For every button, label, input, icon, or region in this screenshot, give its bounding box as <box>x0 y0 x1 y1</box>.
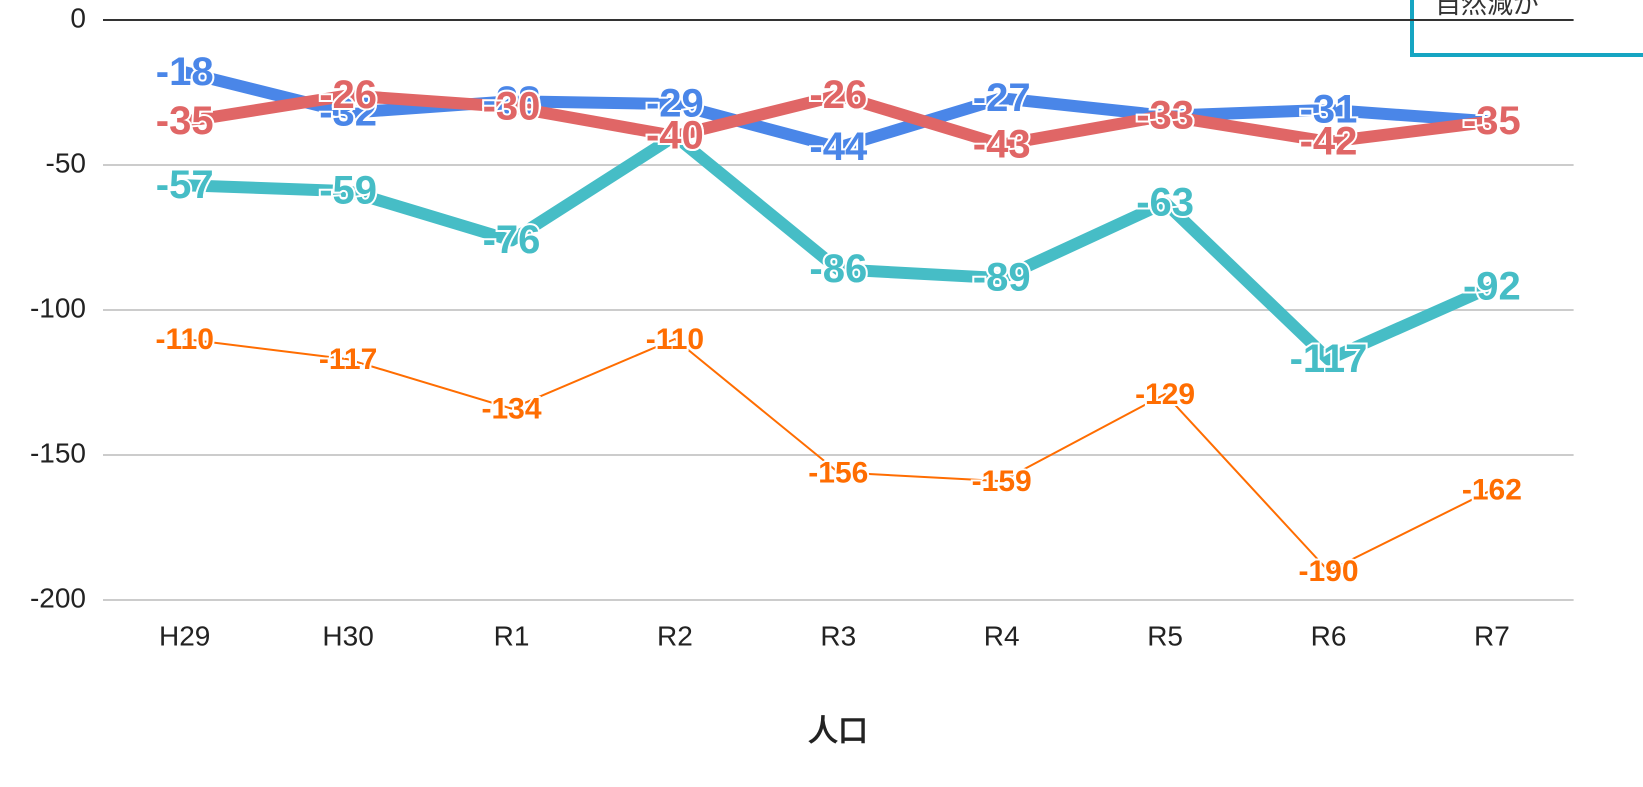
y-tick-label: 0 <box>70 2 86 33</box>
data-label: -40 <box>646 114 704 158</box>
data-label: -110 <box>156 323 214 356</box>
y-tick-label: -100 <box>30 292 86 323</box>
data-label: -110 <box>646 323 704 356</box>
data-label: -26 <box>319 73 377 117</box>
series-line <box>184 130 1495 366</box>
data-label: -162 <box>1462 474 1522 507</box>
x-tick-label: R3 <box>820 620 856 651</box>
data-label: -33 <box>1136 93 1194 137</box>
data-label: -59 <box>319 169 377 213</box>
data-label: -117 <box>1290 337 1368 381</box>
y-tick-label: -150 <box>30 437 86 468</box>
series-line <box>184 338 1493 572</box>
y-tick-label: -50 <box>46 147 86 178</box>
x-tick-label: H29 <box>159 620 210 651</box>
annotation-box <box>1410 0 1643 57</box>
data-label: -26 <box>809 73 867 117</box>
data-label: -134 <box>481 393 541 426</box>
data-label: -42 <box>1300 119 1358 163</box>
data-label: -57 <box>156 163 214 207</box>
data-label: -27 <box>973 76 1031 120</box>
data-label: -156 <box>808 456 868 489</box>
data-label: -117 <box>319 343 377 376</box>
data-label: -92 <box>1463 264 1521 308</box>
x-tick-label: R2 <box>657 620 693 651</box>
data-label: -190 <box>1298 555 1358 588</box>
x-tick-label: R7 <box>1474 620 1510 651</box>
series-line <box>183 89 1493 151</box>
data-label: -35 <box>1463 99 1521 143</box>
y-tick-label: -200 <box>30 582 86 613</box>
x-tick-label: R1 <box>494 620 530 651</box>
data-label: -35 <box>1463 99 1521 143</box>
data-label: -29 <box>646 82 704 126</box>
annotation: 自然減が <box>1435 0 1539 19</box>
data-label: -40 <box>646 114 704 158</box>
data-label: -32 <box>319 90 377 134</box>
x-tick-label: R4 <box>984 620 1020 651</box>
data-label: -35 <box>156 99 214 143</box>
x-axis-label: 人口 <box>808 715 868 748</box>
data-label: -18 <box>156 50 214 94</box>
data-label: -28 <box>483 79 541 123</box>
x-tick-label: H30 <box>322 620 373 651</box>
data-label: -43 <box>973 122 1031 166</box>
data-label: -63 <box>1136 180 1194 224</box>
data-label: -33 <box>1136 93 1194 137</box>
data-label: -30 <box>483 85 541 129</box>
data-label: -31 <box>1300 87 1358 131</box>
data-label: -86 <box>809 247 867 291</box>
data-label: -89 <box>973 256 1031 300</box>
data-label: -129 <box>1135 378 1195 411</box>
data-label: -159 <box>972 465 1032 498</box>
data-label: -76 <box>483 218 541 262</box>
x-tick-label: R6 <box>1311 620 1347 651</box>
x-tick-label: R5 <box>1147 620 1183 651</box>
series-line <box>183 66 1493 154</box>
data-label: -44 <box>809 125 868 169</box>
